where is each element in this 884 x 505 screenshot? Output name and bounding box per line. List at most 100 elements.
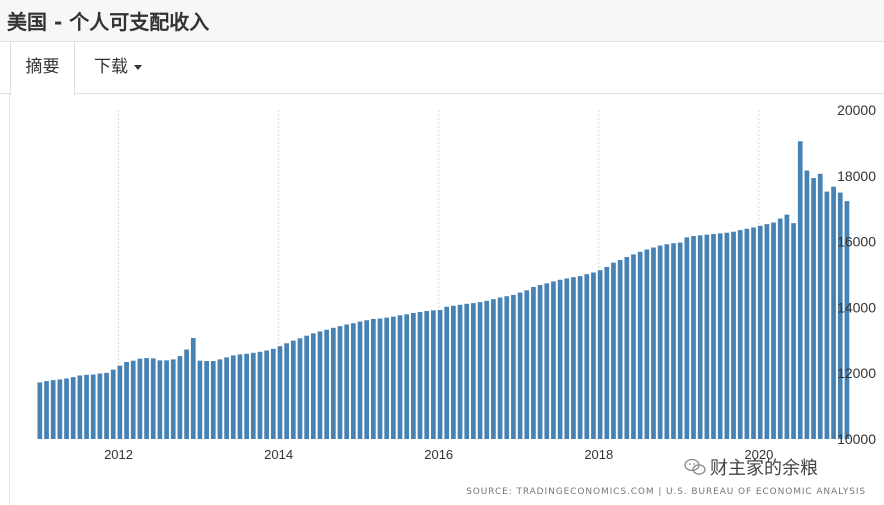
- bar: [337, 326, 343, 439]
- bar: [744, 228, 750, 439]
- bar: [597, 270, 603, 439]
- bar: [591, 272, 596, 439]
- bar: [150, 358, 156, 439]
- y-tick-label: 20000: [837, 102, 876, 118]
- bar: [524, 290, 530, 439]
- bar: [551, 281, 556, 439]
- bar: [431, 310, 436, 439]
- tabs-bar: 摘要 下载: [0, 42, 884, 95]
- bar: [457, 304, 463, 439]
- bar: [517, 292, 523, 439]
- bar: [204, 361, 209, 439]
- bar: [230, 355, 236, 439]
- bar: [77, 375, 83, 439]
- bar: [817, 173, 823, 439]
- bar: [751, 227, 756, 439]
- x-tick-label: 2016: [424, 447, 453, 462]
- bar: [617, 260, 623, 439]
- bar: [184, 349, 189, 439]
- bar: [290, 340, 296, 439]
- y-tick-label: 16000: [837, 234, 876, 250]
- bar: [144, 358, 149, 439]
- bar: [237, 354, 243, 439]
- bar: [224, 357, 229, 439]
- bar: [764, 224, 770, 439]
- bar: [664, 244, 670, 439]
- bar: [631, 254, 636, 439]
- y-tick-label: 10000: [837, 431, 876, 447]
- bar: [217, 359, 223, 439]
- bar: [637, 251, 643, 439]
- bar: [90, 374, 96, 439]
- bar: [571, 277, 576, 439]
- bar: [697, 235, 703, 439]
- bar: [477, 302, 483, 439]
- bar: [384, 317, 390, 439]
- bar: [130, 360, 136, 439]
- bar: [70, 377, 76, 439]
- bar: [371, 318, 376, 439]
- bar: [451, 305, 456, 439]
- income-bar-chart: 2012 2014 2016 2018 2020 10000 12000 14000 16000…: [37, 102, 876, 462]
- bar: [350, 323, 356, 439]
- bar: [277, 346, 283, 439]
- bar: [784, 214, 790, 439]
- caret-down-icon: [134, 64, 142, 70]
- x-tick-label: 2012: [104, 447, 133, 462]
- bar: [777, 218, 783, 439]
- bar: [771, 222, 776, 439]
- bar: [724, 232, 730, 439]
- bar: [604, 266, 610, 439]
- bar: [611, 262, 616, 439]
- bar: [657, 245, 663, 439]
- bar: [190, 337, 196, 439]
- bar: [717, 233, 723, 439]
- bar: [37, 382, 43, 439]
- y-tick-label: 12000: [837, 365, 876, 381]
- bar: [177, 356, 183, 439]
- bar: [164, 360, 169, 439]
- bar: [624, 257, 630, 439]
- bar: [584, 274, 590, 439]
- bar: [564, 278, 570, 439]
- tab-summary-label: 摘要: [25, 57, 60, 77]
- bar: [531, 287, 536, 439]
- bar: [257, 351, 263, 439]
- bar: [104, 372, 109, 439]
- bar: [304, 335, 309, 439]
- bar: [737, 230, 743, 439]
- bar: [117, 365, 123, 439]
- bar: [557, 279, 563, 439]
- bar: [577, 276, 583, 439]
- bar: [711, 234, 716, 439]
- bar: [64, 378, 69, 439]
- bar: [137, 358, 143, 439]
- x-tick-label: 2018: [584, 447, 613, 462]
- bar: [110, 369, 116, 439]
- bar: [757, 225, 763, 439]
- bar: [797, 141, 803, 439]
- tab-summary[interactable]: 摘要: [10, 42, 75, 95]
- bar: [804, 170, 810, 439]
- title-bar: 美国 - 个人可支配收入: [0, 0, 884, 42]
- bar: [811, 178, 816, 439]
- bar: [250, 352, 256, 439]
- bar: [391, 316, 396, 439]
- bar: [404, 314, 410, 439]
- bar: [210, 361, 216, 439]
- bar: [731, 231, 736, 439]
- bar: [437, 310, 443, 439]
- bar: [170, 359, 176, 439]
- bar: [357, 321, 363, 439]
- bar: [791, 223, 796, 439]
- bar: [377, 318, 383, 439]
- bar: [491, 299, 496, 439]
- bar: [511, 294, 516, 439]
- tab-download[interactable]: 下载: [92, 42, 144, 94]
- watermark: 财主家的余粮: [684, 455, 818, 479]
- bar: [497, 297, 503, 439]
- tab-download-label: 下载: [94, 57, 128, 77]
- bar: [397, 315, 403, 439]
- bar: [411, 312, 416, 439]
- bar: [310, 333, 316, 439]
